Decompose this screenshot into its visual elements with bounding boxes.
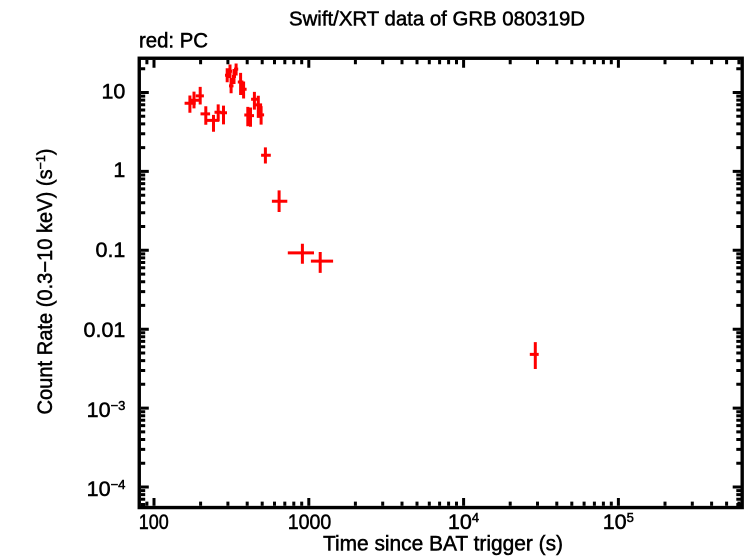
- svg-text:10−3: 10−3: [87, 398, 126, 422]
- svg-text:1000: 1000: [288, 510, 332, 534]
- svg-text:0.1: 0.1: [96, 238, 126, 262]
- svg-text:0.01: 0.01: [84, 318, 126, 342]
- svg-text:10: 10: [101, 79, 125, 103]
- svg-text:1: 1: [113, 158, 125, 182]
- svg-text:10−4: 10−4: [87, 477, 126, 501]
- svg-text:Count Rate (0.3−10 keV) (s−1): Count Rate (0.3−10 keV) (s−1): [33, 149, 57, 415]
- svg-text:100: 100: [139, 510, 169, 534]
- svg-text:red: PC: red: PC: [139, 30, 208, 53]
- svg-text:Time since BAT trigger (s): Time since BAT trigger (s): [323, 533, 563, 556]
- svg-text:Swift/XRT data of GRB 080319D: Swift/XRT data of GRB 080319D: [289, 8, 585, 31]
